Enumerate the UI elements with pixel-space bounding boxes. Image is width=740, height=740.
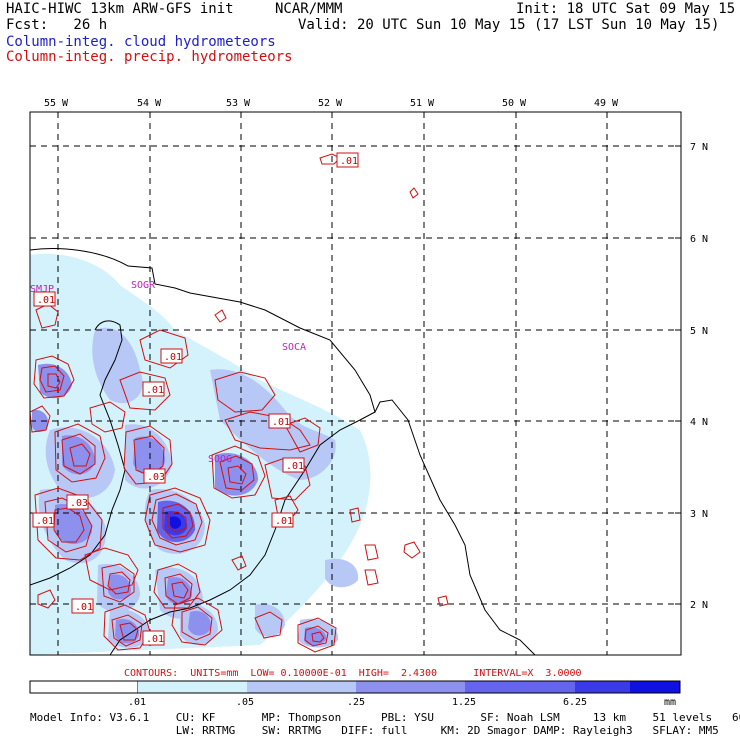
longitude-labels: 55 W 54 W 53 W 52 W 51 W 50 W 49 W (44, 98, 619, 109)
contour-label: .03 (147, 472, 165, 483)
contour-label: .01 (146, 634, 164, 645)
contour-label: .01 (275, 516, 293, 527)
contour-label: .03 (70, 498, 88, 509)
colorbar-frame (29, 680, 681, 694)
lon-label: 55 W (44, 98, 69, 109)
model-title: HAIC-HIWC 13km ARW-GFS init (6, 1, 234, 17)
lat-label: 7 N (690, 142, 708, 153)
valid-time: Valid: 20 UTC Sun 10 May 15 (17 LST Sun … (298, 17, 720, 33)
lon-label: 49 W (594, 98, 619, 109)
coastline-and-borders (30, 248, 536, 655)
contour-label: .01 (272, 417, 290, 428)
colorbar-tick: .01 (128, 697, 146, 708)
contour-value-labels: .01 .01 .01 .01 .01 .03 .01 .01 .03 .01 … (32, 152, 359, 646)
colorbar-tick: .25 (347, 697, 365, 708)
cloud-field-label: Column-integ. cloud hydrometeors (6, 34, 276, 50)
lon-label: 52 W (318, 98, 343, 109)
contour-label: .01 (340, 156, 358, 167)
init-time: Init: 18 UTC Sat 09 May 15 (516, 1, 736, 17)
lat-label: 3 N (690, 509, 708, 520)
lon-label: 50 W (502, 98, 527, 109)
colorbar-tick: 1.25 (452, 697, 476, 708)
station-label: SOOG (208, 454, 232, 465)
organization-label: NCAR/MMM (275, 1, 343, 17)
frame-ticks (57, 112, 681, 605)
color-bin (575, 681, 630, 693)
cloud-hydrometeor-shading (30, 253, 371, 655)
contour-info: CONTOURS: UNITS=mm LOW= 0.10000E-01 HIGH… (124, 668, 582, 679)
model-info-line2: LW: RRTMG SW: RRTMG DIFF: full KM: 2D Sm… (30, 724, 719, 737)
contour-label: .01 (164, 352, 182, 363)
contour-label: .01 (146, 385, 164, 396)
station-label: SOGR (131, 280, 156, 291)
contour-label: .01 (37, 295, 55, 306)
contour-label: .01 (286, 461, 304, 472)
color-bin (138, 681, 247, 693)
color-bin (465, 681, 520, 693)
lon-label: 54 W (137, 98, 162, 109)
forecast-hour: Fcst: 26 h (6, 17, 108, 33)
precip-contours (30, 153, 449, 653)
model-info-line1: Model Info: V3.6.1 CU: KF MP: Thompson P… (30, 711, 740, 724)
lon-label: 51 W (410, 98, 435, 109)
color-bin (630, 681, 680, 693)
lat-label: 4 N (690, 417, 708, 428)
lat-label: 5 N (690, 326, 708, 337)
lat-lon-grid (30, 112, 681, 655)
lon-label: 53 W (226, 98, 251, 109)
map-frame (29, 111, 682, 656)
lat-label: 6 N (690, 234, 708, 245)
colorbar-unit: mm (664, 697, 676, 708)
latitude-labels: 7 N 6 N 5 N 4 N 3 N 2 N (690, 142, 708, 611)
station-label: SOCA (282, 342, 306, 353)
lat-label: 2 N (690, 600, 708, 611)
color-bin (520, 681, 575, 693)
color-bin (29, 680, 139, 694)
station-labels: SMJP SOGR SOCA SOOG (30, 280, 306, 465)
color-bin (356, 681, 465, 693)
station-label: SMJP (30, 284, 54, 295)
colorbar-tick: 6.25 (563, 697, 587, 708)
contour-label: .01 (36, 516, 54, 527)
color-bin (247, 681, 356, 693)
colorbar-tick: .05 (236, 697, 254, 708)
contour-label: .01 (75, 602, 93, 613)
color-scale-bar: .01 .05 .25 1.25 6.25 mm (29, 680, 681, 708)
precip-field-label: Column-integ. precip. hydrometeors (6, 49, 293, 65)
